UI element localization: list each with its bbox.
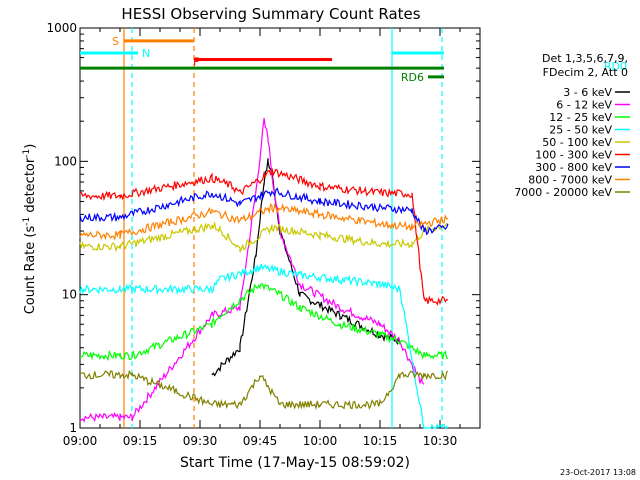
- series-line-4: [79, 263, 449, 430]
- series-line-8: [79, 202, 449, 241]
- y-label-sup1: -1: [22, 217, 32, 226]
- legend-label-8: 800 - 7000 keV: [528, 174, 612, 187]
- legend-header-2: FDecim 2, Att 0: [543, 66, 628, 79]
- x-axis: 09:00 09:15 09:30 09:45 10:00 10:15 10:30: [63, 28, 481, 448]
- series-line-6: [79, 168, 449, 306]
- annotation-label-rd6: RD6: [401, 71, 424, 84]
- y-tick-label: 1000: [46, 21, 77, 35]
- x-tick-label: 09:30: [183, 434, 218, 448]
- series-line-7: [79, 187, 449, 236]
- series-line-2: [79, 117, 425, 423]
- y-label-end: ): [23, 144, 38, 149]
- chart-title: HESSI Observing Summary Count Rates: [121, 5, 420, 23]
- y-axis: 1 10 100 1000: [46, 21, 480, 435]
- x-tick-label: 09:45: [243, 434, 278, 448]
- series-group: [79, 117, 449, 430]
- y-label-mid: detector: [23, 157, 38, 217]
- x-tick-label: 10:30: [423, 434, 458, 448]
- x-tick-label: 09:15: [123, 434, 158, 448]
- plot-area: 1 10 100 1000 09:00 09:15 09:30 09:45 10:00 10:1…: [46, 21, 627, 448]
- annotation-label-rd0: RD0: [604, 60, 627, 73]
- annotation-bars: S N F RD0 RD6: [80, 35, 627, 84]
- annotation-label-n: N: [142, 47, 150, 60]
- legend-label-6: 100 - 300 keV: [535, 149, 612, 162]
- series-line-9: [80, 369, 449, 411]
- series-line-1: [211, 158, 401, 377]
- legend-header-1: Det 1,3,5,6,7,9,: [542, 52, 628, 65]
- legend-label-3: 12 - 25 keV: [549, 111, 612, 124]
- timestamp: 23-Oct-2017 13:08: [560, 468, 636, 477]
- series-line-5: [79, 221, 449, 253]
- svg-text:Count Rate (s-1 detector-1): Count Rate (s-1 detector-1): [22, 144, 38, 315]
- x-axis-label: Start Time (17-May-15 08:59:02): [180, 455, 410, 471]
- annotation-label-f: F: [193, 56, 199, 69]
- series-line-3: [79, 282, 449, 361]
- y-axis-label: Count Rate (s-1 detector-1): [22, 144, 38, 315]
- legend: Det 1,3,5,6,7,9, FDecim 2, Att 0 3 - 6 k…: [514, 52, 630, 199]
- legend-label-2: 6 - 12 keV: [556, 99, 612, 112]
- legend-label-1: 3 - 6 keV: [563, 86, 612, 99]
- annotation-label-s: S: [112, 35, 119, 48]
- y-label-sup2: -1: [22, 149, 32, 158]
- y-label-main: Count Rate (s: [23, 226, 38, 315]
- x-tick-label: 09:00: [63, 434, 98, 448]
- legend-label-9: 7000 - 20000 keV: [514, 186, 612, 199]
- legend-label-5: 50 - 100 keV: [542, 136, 612, 149]
- y-tick-label: 1: [69, 421, 77, 435]
- x-tick-label: 10:00: [303, 434, 338, 448]
- x-tick-label: 10:15: [363, 434, 398, 448]
- legend-label-4: 25 - 50 keV: [549, 124, 612, 137]
- y-tick-label: 10: [62, 288, 77, 302]
- legend-label-7: 300 - 800 keV: [535, 161, 612, 174]
- y-tick-label: 100: [54, 154, 77, 168]
